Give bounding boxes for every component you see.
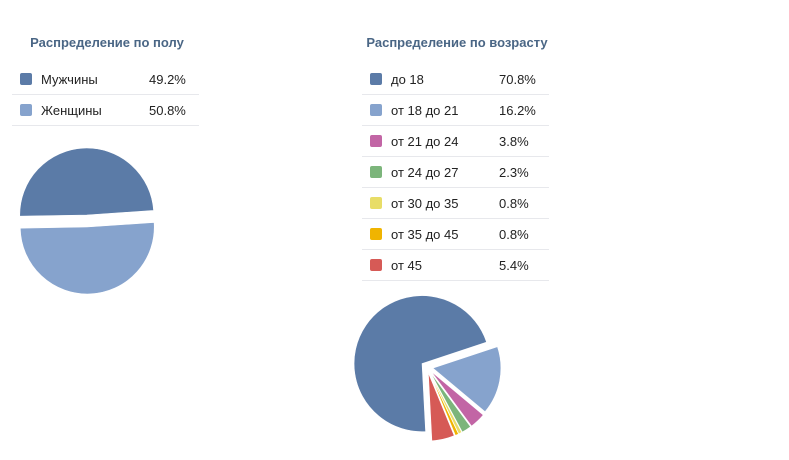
legend-label-age-4: от 30 до 35: [391, 195, 459, 211]
legend-swatch-age-2: [370, 135, 382, 147]
legend-value-age-5: 0.8%: [499, 226, 529, 242]
legend-row-male[interactable]: Мужчины 49.2%: [12, 64, 199, 95]
legend-row-age-6[interactable]: от 45 5.4%: [362, 250, 549, 281]
age-pie-slice-5[interactable]: [429, 372, 459, 436]
legend-value-age-6: 5.4%: [499, 257, 529, 273]
gender-pie-chart: [19, 147, 155, 295]
legend-value-age-0: 70.8%: [499, 71, 536, 87]
legend-value-age-1: 16.2%: [499, 102, 536, 118]
legend-value-female: 50.8%: [149, 102, 186, 118]
legend-label-age-1: от 18 до 21: [391, 102, 459, 118]
age-pie-slice-6[interactable]: [428, 372, 455, 442]
legend-swatch-female: [20, 104, 32, 116]
legend-swatch-age-5: [370, 228, 382, 240]
legend-swatch-age-0: [370, 73, 382, 85]
legend-row-female[interactable]: Женщины 50.8%: [12, 95, 199, 126]
gender-legend: Мужчины 49.2% Женщины 50.8%: [12, 64, 199, 126]
legend-row-age-5[interactable]: от 35 до 45 0.8%: [362, 219, 549, 250]
legend-label-male: Мужчины: [41, 71, 98, 87]
legend-label-age-2: от 21 до 24: [391, 133, 459, 149]
legend-swatch-age-1: [370, 104, 382, 116]
legend-label-age-6: от 45: [391, 257, 422, 273]
legend-label-age-0: до 18: [391, 71, 424, 87]
gender-pie-slice-0[interactable]: [19, 147, 154, 217]
legend-swatch-male: [20, 73, 32, 85]
legend-swatch-age-3: [370, 166, 382, 178]
legend-row-age-1[interactable]: от 18 до 21 16.2%: [362, 95, 549, 126]
legend-label-age-5: от 35 до 45: [391, 226, 459, 242]
legend-value-age-2: 3.8%: [499, 133, 529, 149]
legend-value-age-3: 2.3%: [499, 164, 529, 180]
legend-value-age-4: 0.8%: [499, 195, 529, 211]
legend-value-male: 49.2%: [149, 71, 186, 87]
legend-row-age-0[interactable]: до 18 70.8%: [362, 64, 549, 95]
age-pie-chart: [353, 295, 502, 442]
age-pie-slice-4[interactable]: [429, 372, 463, 435]
gender-chart-title: Распределение по полу: [30, 35, 184, 50]
age-chart-title: Распределение по возрасту: [366, 35, 548, 50]
legend-label-age-3: от 24 до 27: [391, 164, 459, 180]
age-pie-slice-3[interactable]: [429, 371, 472, 433]
age-pie-slice-1[interactable]: [432, 346, 502, 413]
gender-pie-slice-1[interactable]: [19, 222, 155, 295]
age-pie-slice-2[interactable]: [430, 371, 484, 427]
age-legend: до 18 70.8% от 18 до 21 16.2% от 21 до 2…: [362, 64, 549, 281]
legend-label-female: Женщины: [41, 102, 102, 118]
legend-swatch-age-6: [370, 259, 382, 271]
legend-swatch-age-4: [370, 197, 382, 209]
legend-row-age-2[interactable]: от 21 до 24 3.8%: [362, 126, 549, 157]
legend-row-age-3[interactable]: от 24 до 27 2.3%: [362, 157, 549, 188]
age-pie-slice-0[interactable]: [353, 295, 487, 432]
legend-row-age-4[interactable]: от 30 до 35 0.8%: [362, 188, 549, 219]
